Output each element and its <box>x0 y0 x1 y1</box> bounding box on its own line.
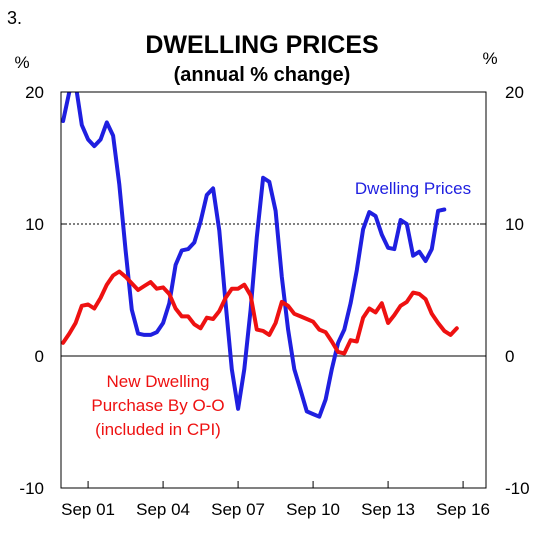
right-axis-unit: % <box>482 49 497 68</box>
x-tick-label: Sep 01 <box>61 500 115 519</box>
x-tick-label: Sep 04 <box>136 500 190 519</box>
right-tick-label: 0 <box>505 347 514 366</box>
left-axis-ticks: 20 10 0 -10 <box>19 83 67 498</box>
x-tick-label: Sep 16 <box>436 500 490 519</box>
new-dwelling-purchase-line <box>61 269 459 356</box>
right-axis-ticks: 20 10 0 -10 <box>480 83 530 498</box>
left-tick-label: 20 <box>25 83 44 102</box>
figure-number: 3. <box>7 8 22 28</box>
plot-frame <box>60 91 487 489</box>
x-tick-label: Sep 13 <box>361 500 415 519</box>
left-tick-label: 10 <box>25 215 44 234</box>
series-layer <box>61 92 459 419</box>
x-tick-label: Sep 10 <box>286 500 340 519</box>
grid-layer <box>61 223 486 357</box>
left-axis-unit: % <box>14 53 29 72</box>
chart-title: DWELLING PRICES <box>145 31 378 59</box>
new-dwelling-label-line-1: New Dwelling <box>107 372 210 391</box>
x-tick-label: Sep 07 <box>211 500 265 519</box>
dwelling-prices-line <box>61 92 447 419</box>
chart-subtitle: (annual % change) <box>174 64 351 86</box>
left-tick-label: 0 <box>35 347 44 366</box>
new-dwelling-label-line-3: (included in CPI) <box>95 420 221 439</box>
left-tick-label: -10 <box>19 479 44 498</box>
right-tick-label: 10 <box>505 215 524 234</box>
x-axis-ticks: Sep 01 Sep 04 Sep 07 Sep 10 Sep 13 Sep 16 <box>61 481 490 519</box>
right-tick-label: -10 <box>505 479 530 498</box>
right-tick-label: 20 <box>505 83 524 102</box>
dwelling-prices-label: Dwelling Prices <box>355 179 471 198</box>
new-dwelling-label-line-2: Purchase By O-O <box>91 396 224 415</box>
